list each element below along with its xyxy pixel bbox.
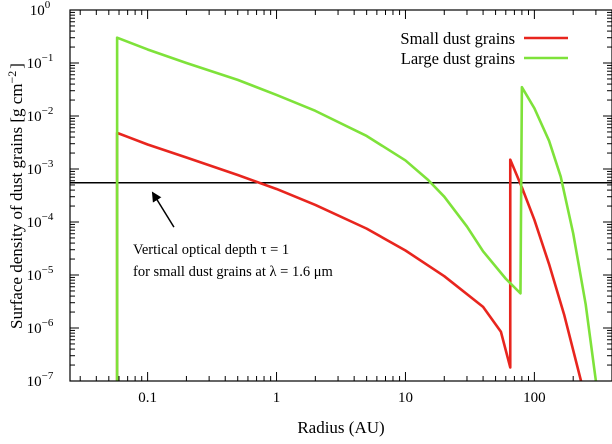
y-axis-label: Surface density of dust grains [g cm−2] bbox=[5, 63, 26, 329]
x-tick-label: 0.1 bbox=[138, 390, 157, 406]
plot-frame bbox=[69, 9, 612, 382]
legend-label-large: Large dust grains bbox=[401, 49, 515, 68]
annotation-arrow bbox=[151, 191, 175, 228]
y-tick-label: 10−1 bbox=[27, 52, 54, 72]
y-tick-label: 10−2 bbox=[27, 105, 54, 125]
x-axis-label: Radius (AU) bbox=[297, 418, 384, 437]
series-line-small-dust bbox=[115, 131, 583, 381]
y-tick-label: 10−6 bbox=[27, 317, 54, 337]
y-tick-label: 10−5 bbox=[27, 264, 54, 284]
legend: Small dust grains Large dust grains bbox=[400, 29, 568, 68]
x-axis: 0.1 1 10 100 bbox=[79, 10, 612, 406]
y-tick-label: 10−7 bbox=[27, 370, 54, 390]
legend-label-small: Small dust grains bbox=[400, 29, 515, 48]
y-tick-label: 10−4 bbox=[27, 211, 54, 231]
y-tick-label: 10−3 bbox=[27, 158, 54, 178]
x-tick-label: 1 bbox=[273, 390, 281, 406]
x-tick-label: 10 bbox=[398, 390, 413, 406]
plot-area bbox=[70, 36, 612, 381]
annotation-line-1: Vertical optical depth τ = 1 bbox=[133, 242, 289, 258]
annotation-line-2: for small dust grains at λ = 1.6 μm bbox=[133, 264, 334, 280]
y-axis: 100 10−1 10−2 10−3 10−4 10−5 10−6 10−7 bbox=[27, 0, 612, 390]
x-tick-label: 100 bbox=[523, 390, 546, 406]
series-line-large-dust bbox=[115, 36, 598, 381]
y-tick-label: 100 bbox=[30, 0, 51, 19]
